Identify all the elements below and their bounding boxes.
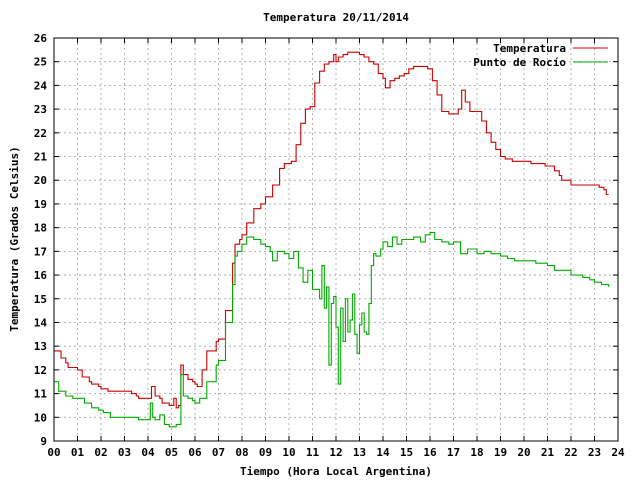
legend-label: Punto de Rocío — [473, 56, 566, 69]
x-tick-label: 24 — [611, 446, 625, 459]
x-tick-label: 19 — [494, 446, 507, 459]
x-tick-label: 04 — [141, 446, 155, 459]
x-tick-label: 15 — [400, 446, 413, 459]
x-tick-label: 16 — [423, 446, 437, 459]
x-tick-label: 06 — [188, 446, 202, 459]
y-tick-label: 20 — [34, 174, 47, 187]
x-tick-label: 12 — [329, 446, 342, 459]
y-tick-label: 25 — [34, 56, 47, 69]
x-tick-label: 07 — [212, 446, 225, 459]
y-tick-label: 9 — [40, 435, 47, 448]
x-tick-label: 13 — [353, 446, 366, 459]
y-tick-label: 26 — [34, 32, 48, 45]
legend-label: Temperatura — [493, 42, 566, 55]
grid — [54, 38, 618, 441]
y-tick-label: 11 — [34, 388, 48, 401]
y-tick-label: 23 — [34, 103, 47, 116]
y-tick-label: 19 — [34, 198, 47, 211]
x-tick-label: 18 — [470, 446, 483, 459]
x-tick-label: 05 — [165, 446, 178, 459]
x-tick-label: 02 — [94, 446, 107, 459]
y-tick-label: 21 — [34, 151, 48, 164]
chart-title: Temperatura 20/11/2014 — [263, 11, 409, 24]
x-tick-label: 20 — [517, 446, 530, 459]
x-tick-label: 10 — [282, 446, 295, 459]
x-tick-label: 01 — [71, 446, 85, 459]
x-tick-label: 03 — [118, 446, 131, 459]
series-line-punto-de-rocio — [54, 231, 610, 428]
x-tick-label: 21 — [541, 446, 555, 459]
y-tick-label: 14 — [34, 316, 48, 329]
x-tick-label: 00 — [47, 446, 60, 459]
x-tick-label: 14 — [376, 446, 390, 459]
y-tick-label: 24 — [34, 79, 48, 92]
x-tick-label: 17 — [447, 446, 460, 459]
series-layer — [54, 51, 610, 428]
x-axis-label: Tiempo (Hora Local Argentina) — [240, 465, 432, 478]
x-tick-label: 23 — [588, 446, 601, 459]
x-tick-label: 09 — [259, 446, 272, 459]
y-tick-label: 10 — [34, 411, 47, 424]
y-tick-label: 16 — [34, 269, 48, 282]
x-tick-label: 22 — [564, 446, 577, 459]
y-tick-label: 18 — [34, 222, 47, 235]
x-tick-label: 08 — [235, 446, 248, 459]
y-tick-label: 15 — [34, 293, 47, 306]
y-tick-label: 13 — [34, 340, 47, 353]
x-tick-label: 11 — [306, 446, 320, 459]
y-axis-label: Temperatura (Grados Celsius) — [8, 146, 21, 331]
y-tick-label: 12 — [34, 364, 47, 377]
axis-ticks: 00 01 02 03 04 05 06 07 08 09 10 11 12 13 14 15 16 17 18 19… — [34, 32, 625, 459]
y-tick-label: 17 — [34, 245, 47, 258]
y-tick-label: 22 — [34, 127, 47, 140]
series-line-temperatura — [54, 51, 609, 409]
